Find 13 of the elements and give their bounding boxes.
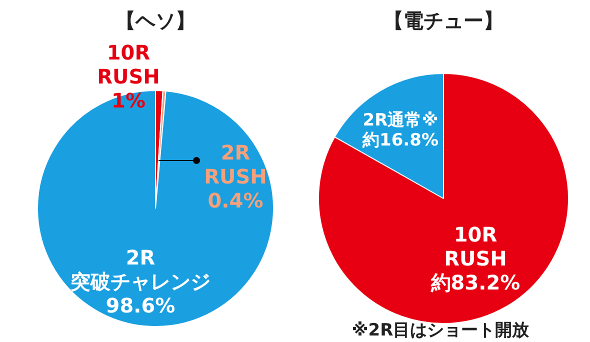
text: ※2R目はショート開放 [352,320,530,340]
data-label: 98.6% [106,294,176,318]
chart-title: 【電チュー】 [384,8,504,32]
data-label: 0.4% [208,188,264,212]
slice-label: 2R 突破チャレンジ [70,246,210,294]
chart-title: 【ヘソ】 [116,8,196,32]
slice-label: 2R通常※ [362,110,438,130]
data-label: 約83.2% [430,270,520,294]
slice-label: 10R RUSH [97,40,160,88]
slice-label: 2R RUSH [204,140,267,188]
data-label: 約16.8% [362,130,438,150]
slice-label: 10R RUSH [444,222,507,270]
data-label: 1% [112,88,146,112]
